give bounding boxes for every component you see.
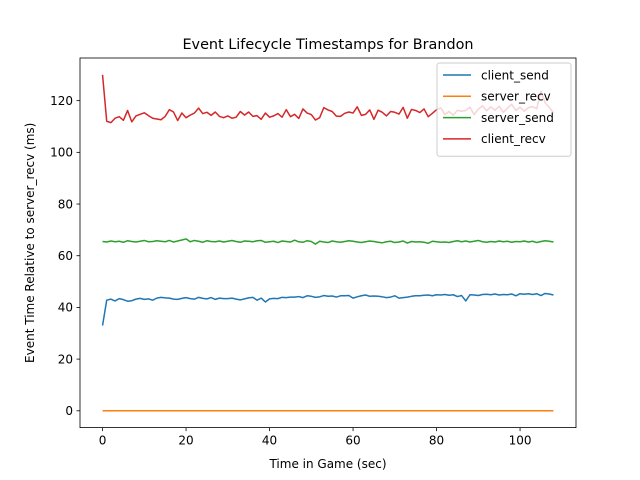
series-layer xyxy=(101,74,555,412)
x-tick-label: 60 xyxy=(345,434,360,448)
legend: client_send server_recv server_send client_… xyxy=(436,62,572,157)
x-tick-label: 80 xyxy=(429,434,444,448)
y-tick-label: 100 xyxy=(50,146,73,160)
x-tick-label: 40 xyxy=(262,434,277,448)
legend-label-client-recv: client_recv xyxy=(481,132,546,146)
plot-area-frame xyxy=(79,57,577,429)
y-axis-ticks: 0 20 40 60 80 100 120 xyxy=(50,94,80,418)
y-tick-label: 40 xyxy=(58,301,73,315)
legend-label-server-recv: server_recv xyxy=(481,90,551,104)
legend-label-client-send: client_send xyxy=(481,68,549,82)
legend-box xyxy=(436,62,572,157)
series-line-server-send xyxy=(102,238,554,245)
x-axis-label: Time in Game (sec) xyxy=(268,457,386,471)
series-line-client-send xyxy=(101,292,554,326)
x-tick-label: 100 xyxy=(509,434,532,448)
y-tick-label: 20 xyxy=(58,352,73,366)
y-tick-label: 120 xyxy=(50,94,73,108)
y-tick-label: 80 xyxy=(58,197,73,211)
x-tick-label: 20 xyxy=(178,434,193,448)
y-axis-label: Event Time Relative to server_recv (ms) xyxy=(23,123,37,363)
x-tick-label: 0 xyxy=(99,434,107,448)
legend-label-server-send: server_send xyxy=(481,111,554,125)
x-axis-ticks: 0 20 40 60 80 100 xyxy=(99,427,532,448)
y-tick-label: 0 xyxy=(65,404,73,418)
chart-title: Event Lifecycle Timestamps for Brandon xyxy=(182,37,473,53)
y-tick-label: 60 xyxy=(58,249,73,263)
